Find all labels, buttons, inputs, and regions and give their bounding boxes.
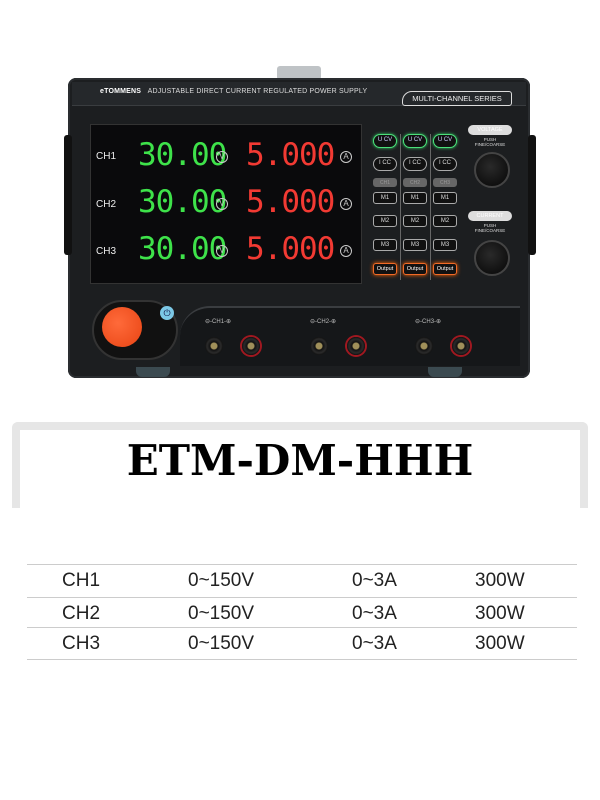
m1-button[interactable]: M1: [433, 192, 457, 204]
voltage-label: VOLTAGE: [468, 125, 512, 135]
series-badge: MULTI-CHANNEL SERIES: [402, 91, 512, 106]
brand-strip: eTOMMENS ADJUSTABLE DIRECT CURRENT REGUL…: [100, 88, 367, 95]
m1-button[interactable]: M1: [403, 192, 427, 204]
foot: [136, 367, 170, 377]
positive-terminal[interactable]: [242, 337, 260, 355]
spec-row: CH1 0~150V 0~3A 300W: [27, 564, 577, 596]
voltage-readout: 30.00: [138, 184, 227, 220]
terminal-panel: [180, 306, 520, 366]
channel-label: CH1: [96, 151, 117, 162]
u-cv-button[interactable]: U CV: [403, 134, 427, 148]
output-button[interactable]: Output: [433, 263, 457, 275]
output-button[interactable]: Output: [373, 263, 397, 275]
i-cc-button[interactable]: I CC: [373, 157, 397, 171]
brand-logo: eTOMMENS: [100, 88, 142, 95]
channel-select-label: CH1: [373, 178, 397, 187]
m3-button[interactable]: M3: [403, 239, 427, 251]
spec-cell: CH1: [62, 570, 101, 591]
volt-unit-icon: V: [216, 245, 228, 257]
channel-label: CH2: [96, 199, 117, 210]
volt-unit-icon: V: [216, 151, 228, 163]
spec-cell: 0~3A: [352, 570, 397, 591]
fine-coarse-label: FINE/COARSE: [474, 228, 506, 233]
u-cv-button[interactable]: U CV: [373, 134, 397, 148]
u-cv-button[interactable]: U CV: [433, 134, 457, 148]
carry-handle: [277, 66, 321, 80]
voltage-readout: 30.00: [138, 137, 227, 173]
voltage-readout: 30.00: [138, 231, 227, 267]
right-side-handle: [528, 135, 536, 255]
divider: [430, 134, 431, 280]
foot: [428, 367, 462, 377]
i-cc-button[interactable]: I CC: [403, 157, 427, 171]
model-title: ETM-DM-HHH: [126, 436, 474, 485]
spec-row: CH2 0~150V 0~3A 300W: [27, 597, 577, 629]
terminal-label: ⊖-CH2-⊕: [310, 319, 337, 325]
voltage-knob[interactable]: [474, 152, 510, 188]
m1-button[interactable]: M1: [373, 192, 397, 204]
positive-terminal[interactable]: [452, 337, 470, 355]
negative-terminal[interactable]: [205, 337, 223, 355]
spec-cell: 0~150V: [188, 570, 255, 591]
volt-unit-icon: V: [216, 198, 228, 210]
power-switch[interactable]: [102, 307, 142, 347]
m2-button[interactable]: M2: [403, 215, 427, 227]
terminal-label: ⊖-CH1-⊕: [205, 319, 232, 325]
amp-unit-icon: A: [340, 151, 352, 163]
power-icon: ⏻: [160, 306, 174, 320]
m3-button[interactable]: M3: [433, 239, 457, 251]
m2-button[interactable]: M2: [433, 215, 457, 227]
m2-button[interactable]: M2: [373, 215, 397, 227]
left-side-handle: [64, 135, 72, 255]
channel-select-label: CH2: [403, 178, 427, 187]
spec-row: CH3 0~150V 0~3A 300W: [27, 627, 577, 659]
current-readout: 5.000: [246, 184, 335, 220]
spec-cell: 300W: [475, 633, 525, 654]
output-button[interactable]: Output: [403, 263, 427, 275]
table-divider: [27, 659, 577, 660]
fine-coarse-label: FINE/COARSE: [474, 142, 506, 147]
spec-cell: 0~150V: [188, 633, 255, 654]
m3-button[interactable]: M3: [373, 239, 397, 251]
spec-cell: CH2: [62, 603, 101, 624]
terminal-channel: CH1: [212, 319, 225, 325]
current-readout: 5.000: [246, 137, 335, 173]
terminal-channel: CH2: [317, 319, 330, 325]
amp-unit-icon: A: [340, 245, 352, 257]
spec-cell: CH3: [62, 633, 101, 654]
spec-cell: 0~3A: [352, 633, 397, 654]
terminal-label: ⊖-CH3-⊕: [415, 319, 442, 325]
amp-unit-icon: A: [340, 198, 352, 210]
top-bar: [72, 82, 526, 106]
terminal-channel: CH3: [422, 319, 435, 325]
divider: [400, 134, 401, 280]
tagline: ADJUSTABLE DIRECT CURRENT REGULATED POWE…: [147, 88, 368, 95]
model-frame: [12, 422, 588, 508]
negative-terminal[interactable]: [310, 337, 328, 355]
push-label: PUSH: [483, 137, 497, 142]
channel-label: CH3: [96, 246, 117, 257]
spec-cell: 300W: [475, 603, 525, 624]
positive-terminal[interactable]: [347, 337, 365, 355]
spec-cell: 300W: [475, 570, 525, 591]
push-label: PUSH: [483, 223, 497, 228]
negative-terminal[interactable]: [415, 337, 433, 355]
current-label: CURRENT: [468, 211, 512, 221]
channel-select-label: CH3: [433, 178, 457, 187]
spec-cell: 0~150V: [188, 603, 255, 624]
current-knob[interactable]: [474, 240, 510, 276]
i-cc-button[interactable]: I CC: [433, 157, 457, 171]
current-readout: 5.000: [246, 231, 335, 267]
spec-cell: 0~3A: [352, 603, 397, 624]
